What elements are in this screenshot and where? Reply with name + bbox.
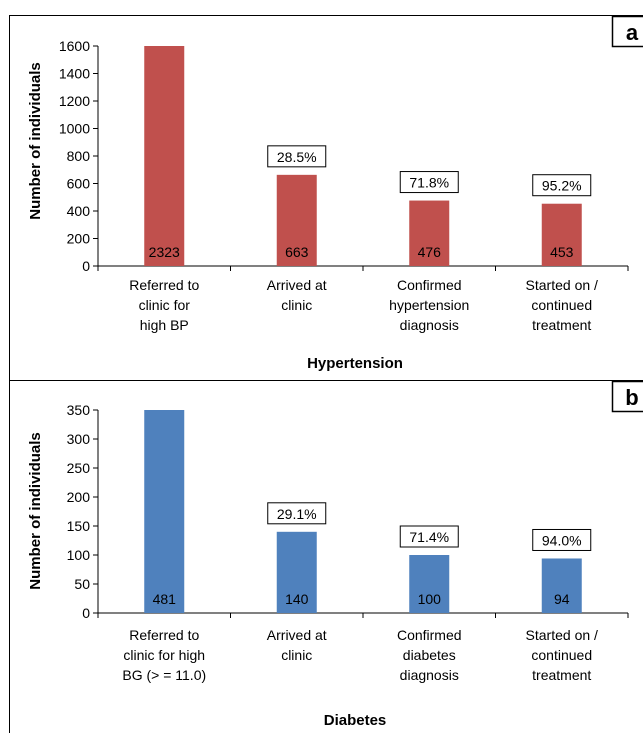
y-tick-label: 100	[67, 547, 91, 563]
y-tick-label: 1400	[59, 66, 90, 82]
bar	[541, 558, 582, 613]
category-label: clinic	[281, 647, 312, 663]
panel-letter-box	[611, 380, 643, 413]
bar-count-label: 663	[285, 244, 309, 260]
percent-label: 29.1%	[277, 506, 317, 522]
category-label: diagnosis	[400, 317, 459, 333]
percent-box	[399, 171, 459, 194]
category-label: clinic for	[139, 297, 191, 313]
bar	[541, 203, 582, 266]
bar-count-label: 476	[418, 244, 442, 260]
category-label: Referred to	[129, 627, 199, 643]
panel-b-frame	[9, 380, 643, 733]
bar-count-label: 100	[418, 591, 442, 607]
category-label: Started on /	[526, 627, 598, 643]
y-tick-label: 200	[67, 489, 91, 505]
bar	[409, 200, 450, 266]
bar-count-label: 94	[554, 591, 570, 607]
bar	[144, 410, 185, 613]
category-label: treatment	[532, 317, 591, 333]
category-label: Confirmed	[397, 627, 462, 643]
panel-a-frame	[9, 15, 643, 381]
panel-letter: a	[626, 20, 639, 45]
percent-label: 28.5%	[277, 149, 317, 165]
percent-label: 71.4%	[409, 529, 449, 545]
y-tick-label: 300	[67, 431, 91, 447]
percent-box	[399, 525, 459, 548]
category-label: Started on /	[526, 277, 598, 293]
panel-a: 0 200 400 600 800 1000 1200 1400 1600 Number of i…	[27, 15, 643, 372]
y-tick-label: 400	[67, 203, 91, 219]
category-label: BG (> = 11.0)	[122, 667, 206, 683]
category-label: Arrived at	[267, 627, 327, 643]
x-axis-title: Hypertension	[307, 355, 403, 372]
bar	[144, 46, 185, 266]
panel-b: 0 50 100 150 200 250 300 350 Number of individua…	[27, 380, 643, 729]
category-label: diagnosis	[400, 667, 459, 683]
category-label: high BP	[140, 317, 189, 333]
category-label: continued	[531, 297, 592, 313]
category-label: diabetes	[403, 647, 456, 663]
y-tick-label: 800	[67, 148, 91, 164]
x-axis-title: Diabetes	[324, 712, 387, 729]
percent-box	[532, 528, 592, 551]
percent-box	[267, 502, 327, 525]
category-label: Referred to	[129, 277, 199, 293]
percent-box	[267, 145, 327, 168]
y-tick-label: 1600	[59, 38, 90, 54]
y-tick-label: 150	[67, 518, 91, 534]
y-tick-label: 250	[67, 460, 91, 476]
y-tick-label: 50	[74, 576, 90, 592]
y-tick-label: 600	[67, 176, 91, 192]
y-tick-label: 350	[67, 402, 91, 418]
bar-count-label: 481	[153, 591, 177, 607]
bar	[276, 531, 317, 613]
y-axis-title: Number of individuals	[27, 432, 44, 590]
panel-letter: b	[625, 385, 638, 410]
y-tick-label: 1200	[59, 93, 90, 109]
bar	[409, 555, 450, 613]
category-label: clinic	[281, 297, 312, 313]
y-tick-label: 0	[82, 258, 90, 274]
bar	[276, 174, 317, 266]
percent-label: 71.8%	[409, 175, 449, 191]
y-axis-title: Number of individuals	[27, 62, 44, 220]
y-tick-label: 200	[67, 231, 91, 247]
y-tick-label: 1000	[59, 121, 90, 137]
y-tick-label: 0	[82, 605, 90, 621]
category-label: continued	[531, 647, 592, 663]
percent-label: 94.0%	[542, 532, 582, 548]
bar-count-label: 453	[550, 244, 574, 260]
panel-letter-box	[611, 15, 643, 48]
percent-box	[532, 174, 592, 197]
bar-count-label: 2323	[149, 244, 180, 260]
bar-count-label: 140	[285, 591, 309, 607]
category-label: Arrived at	[267, 277, 327, 293]
percent-label: 95.2%	[542, 178, 582, 194]
category-label: hypertension	[389, 297, 469, 313]
category-label: treatment	[532, 667, 591, 683]
category-label: clinic for high	[123, 647, 205, 663]
category-label: Confirmed	[397, 277, 462, 293]
